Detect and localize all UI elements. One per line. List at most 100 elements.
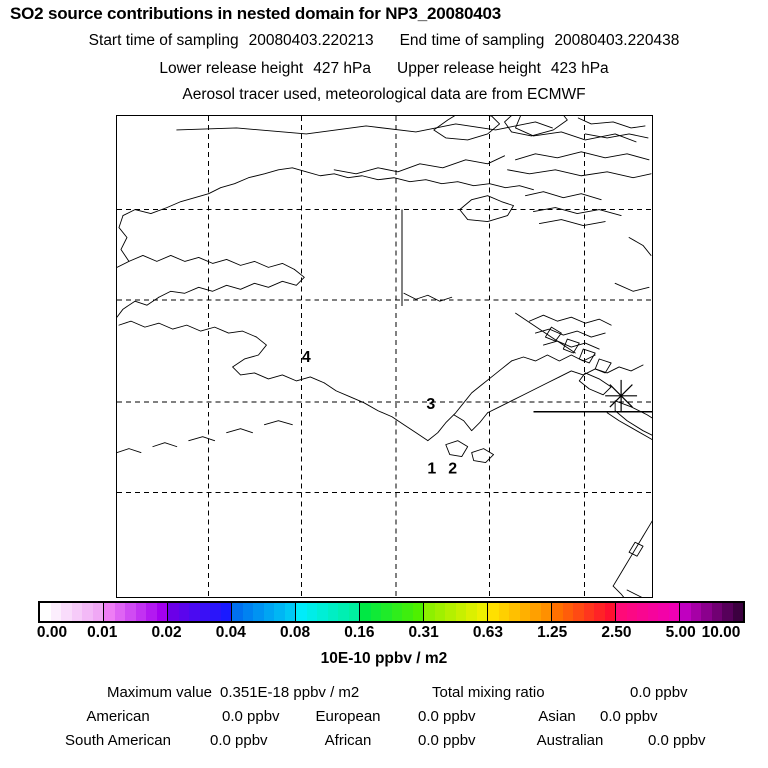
colorbar-step [242,603,253,621]
colorbar-step [658,603,669,621]
colorbar-band [488,603,552,621]
map-gridlines [117,116,652,597]
lower-release-value: 427 hPa [313,60,371,77]
colorbar-step [701,603,712,621]
tracer-info-line: Aerosol tracer used, meteorological data… [182,86,586,103]
colorbar-band [424,603,488,621]
colorbar-step [519,603,530,621]
region-label-australian: Australian [536,732,604,749]
release-height-line: Lower release height 427 hPa Upper release… [0,60,768,78]
colorbar-step [92,603,103,621]
colorbar-step [552,603,563,621]
colorbar-step [348,603,359,621]
colorbar-step [306,603,317,621]
colorbar-step [381,603,392,621]
colorbar-step [104,603,115,621]
colorbar-band [40,603,104,621]
colorbar-step [370,603,381,621]
colorbar-step [445,603,456,621]
colorbar-step [402,603,413,621]
colorbar-step [530,603,541,621]
page-title: SO2 source contributions in nested domai… [10,4,501,23]
colorbar-step [338,603,349,621]
colorbar-step [156,603,167,621]
colorbar-band [168,603,232,621]
colorbar-step [168,603,179,621]
colorbar-step [412,603,423,621]
colorbar-step [125,603,136,621]
colorbar-step [253,603,264,621]
colorbar-step [61,603,72,621]
colorbar-tick-0.31: 0.31 [408,624,439,641]
colorbar-step [296,603,307,621]
colorbar-tick-labels: 0.00 0.01 0.02 0.04 0.08 0.16 0.31 0.63 1.25 2.50… [0,624,768,644]
colorbar-step [178,603,189,621]
colorbar-step [594,603,605,621]
colorbar-tick-0.63: 0.63 [472,624,503,641]
colorbar-band [232,603,296,621]
region-label-south-american: South American [65,732,171,749]
colorbar-step [391,603,402,621]
colorbar-step [573,603,584,621]
colorbar-unit-label: 10E-10 ppbv / m2 [320,650,448,667]
total-mixing-ratio-value: 0.0 ppbv [630,684,688,701]
start-time-value: 20080403.220213 [248,32,374,49]
colorbar-step [199,603,210,621]
colorbar-step [263,603,274,621]
colorbar-step [466,603,477,621]
colorbar-step [604,603,615,621]
colorbar-tick-0.02: 0.02 [151,624,182,641]
lower-release-label: Lower release height [159,60,304,77]
sampling-time-line: Start time of sampling 20080403.220213 End… [0,32,768,50]
colorbar-step [690,603,701,621]
release-point-label-1: 1 [427,461,436,478]
colorbar-step [71,603,82,621]
region-value-asian: 0.0 ppbv [600,708,658,725]
colorbar-step [637,603,648,621]
colorbar-step [82,603,93,621]
colorbar-step [210,603,221,621]
colorbar-tick-0.00: 0.00 [36,624,68,641]
region-value-south-american: 0.0 ppbv [210,732,268,749]
colorbar-band [616,603,680,621]
colorbar-step [50,603,61,621]
colorbar-step [135,603,146,621]
colorbar-tick-10.00: 10.00 [701,624,741,641]
colorbar-step [274,603,285,621]
colorbar-tick-5.00: 5.00 [665,624,696,641]
colorbar-band [296,603,360,621]
colorbar-tick-0.16: 0.16 [344,624,375,641]
release-point-label-4: 4 [302,349,311,366]
colorbar-step [424,603,435,621]
map-svg: 4 3 1 2 [117,116,652,597]
colorbar-step [360,603,371,621]
colorbar-step [189,603,200,621]
colorbar-step [284,603,295,621]
colorbar-step [317,603,328,621]
colorbar-step [509,603,520,621]
colorbar-step [498,603,509,621]
maximum-value: 0.351E-18 ppbv / m2 [220,684,360,701]
colorbar-step [488,603,499,621]
end-time-label: End time of sampling [399,32,545,49]
colorbar-step [114,603,125,621]
coastlines [117,116,652,597]
release-point-label-3: 3 [426,396,435,413]
colorbar-step [455,603,466,621]
colorbar-tick-0.01: 0.01 [87,624,118,641]
colorbar-tick-1.25: 1.25 [537,624,568,641]
total-mixing-ratio-label: Total mixing ratio [432,684,545,701]
start-time-label: Start time of sampling [88,32,239,49]
colorbar-step [40,603,51,621]
colorbar-step [626,603,637,621]
release-point-label-2: 2 [448,461,457,478]
colorbar-band [680,603,743,621]
colorbar-step [562,603,573,621]
colorbar-step [476,603,487,621]
colorbar-step [220,603,231,621]
colorbar-step [583,603,594,621]
colorbar-step [327,603,338,621]
footer-row-regions-2: South American 0.0 ppbv African 0.0 ppbv… [0,732,768,754]
